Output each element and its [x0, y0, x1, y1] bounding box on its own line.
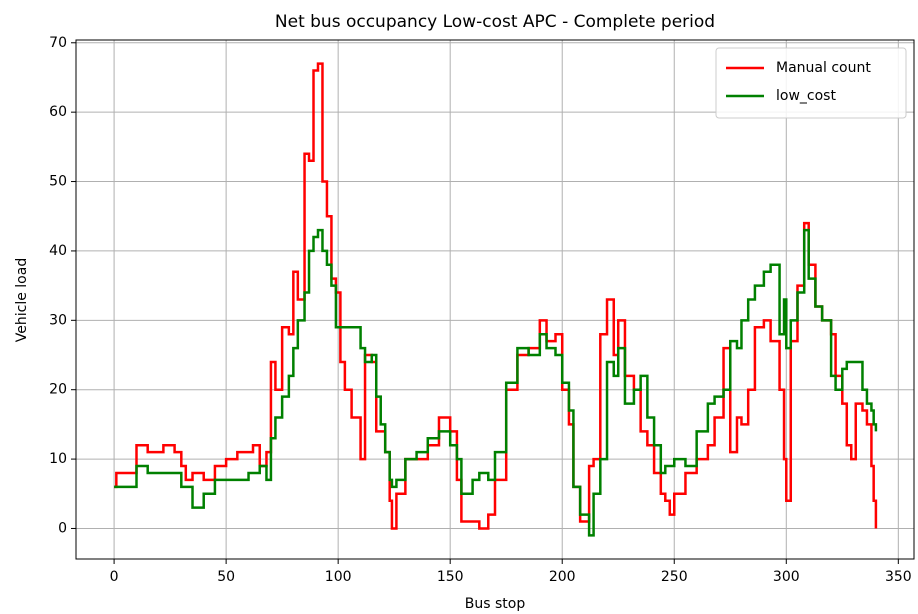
x-tick-label: 0 [110, 569, 119, 585]
y-tick-label: 60 [49, 104, 67, 120]
legend-label: Manual count [776, 60, 871, 76]
y-tick-label: 20 [49, 382, 67, 398]
y-axis-label: Vehicle load [14, 258, 30, 342]
y-tick-label: 70 [49, 35, 67, 51]
x-tick-label: 350 [885, 569, 912, 585]
x-tick-label: 50 [217, 569, 235, 585]
x-tick-label: 300 [773, 569, 800, 585]
legend-label: low_cost [776, 88, 836, 104]
y-tick-label: 50 [49, 174, 67, 190]
y-tick-label: 10 [49, 451, 67, 467]
series-line [114, 228, 878, 537]
chart-title: Net bus occupancy Low-cost APC - Complet… [275, 12, 715, 32]
x-tick-label: 150 [437, 569, 464, 585]
x-tick-label: 100 [325, 569, 352, 585]
x-tick-label: 250 [661, 569, 688, 585]
y-tick-label: 0 [58, 520, 67, 536]
y-tick-label: 30 [49, 312, 67, 328]
plot-frame [75, 39, 915, 560]
x-axis-label: Bus stop [465, 596, 526, 612]
y-tick-label: 40 [49, 243, 67, 259]
x-tick-label: 200 [549, 569, 576, 585]
legend-box [715, 47, 907, 119]
